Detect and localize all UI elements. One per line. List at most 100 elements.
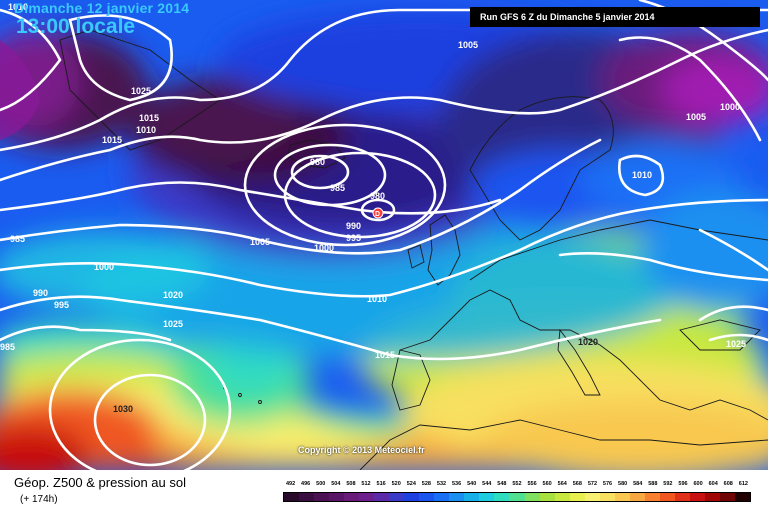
scale-label: 516 xyxy=(376,481,386,487)
scale-swatch xyxy=(419,493,435,501)
scale-swatch xyxy=(719,493,735,501)
forecast-time: 13:00 locale xyxy=(16,15,136,38)
model-run-label: Run GFS 6 Z du Dimanche 5 janvier 2014 xyxy=(470,7,760,27)
isobar-label: 985 xyxy=(10,234,25,244)
scale-swatch xyxy=(509,493,525,501)
isobar-label: 1010 xyxy=(632,170,652,180)
scale-label: 536 xyxy=(451,481,462,487)
scale-swatch xyxy=(689,493,705,501)
scale-swatch xyxy=(674,493,690,501)
scale-swatch xyxy=(524,493,540,501)
isobar-label: 980 xyxy=(370,191,385,201)
map-title: Géop. Z500 & pression au sol xyxy=(14,475,186,490)
isobar-label: 1005 xyxy=(458,40,478,50)
isobar-label: 1000 xyxy=(314,243,334,253)
isobar-label: 1015 xyxy=(139,113,159,123)
isobar-label: 1020 xyxy=(578,337,598,347)
scale-label: 520 xyxy=(391,481,401,487)
scale-swatch xyxy=(449,493,465,501)
isobar-label: 1015 xyxy=(375,350,395,360)
scale-label: 612 xyxy=(738,481,748,487)
copyright-text: Copyright © 2013 Meteociel.fr xyxy=(298,445,425,455)
isobar-label: 1015 xyxy=(102,135,122,145)
scale-swatch xyxy=(614,493,630,501)
isobar-label: 995 xyxy=(54,300,69,310)
isobar-labels: 1010 1025 1015 1010 1015 1005 980 985 98… xyxy=(0,2,746,414)
isobar-label: 1030 xyxy=(113,404,133,414)
scale-swatch xyxy=(329,493,345,501)
scale-label: 524 xyxy=(406,481,416,487)
scale-label: 500 xyxy=(316,481,326,487)
scale-swatch xyxy=(359,493,375,501)
scale-swatch xyxy=(299,493,315,501)
scale-label: 548 xyxy=(497,481,507,487)
scale-swatch xyxy=(494,493,510,501)
scale-label: 592 xyxy=(663,481,673,487)
scale-label: 568 xyxy=(572,481,582,487)
scale-label: 608 xyxy=(723,481,733,487)
map-footer xyxy=(0,470,768,512)
scale-label: 492 xyxy=(285,481,296,487)
scale-swatch xyxy=(284,493,300,501)
scale-swatch xyxy=(404,493,420,501)
isobar-label: 1010 xyxy=(8,2,28,12)
scale-label: 540 xyxy=(467,481,477,487)
weather-map: 1010 1025 1015 1010 1015 1005 980 985 98… xyxy=(0,0,768,470)
scale-label: 544 xyxy=(482,481,492,487)
scale-label: 556 xyxy=(527,481,537,487)
scale-swatch xyxy=(704,493,720,501)
color-scale-labels: 492 496 500 504 508 512 516 520 524 528 532 536 540 5… xyxy=(283,481,751,491)
forecast-lead-time: (+ 174h) xyxy=(20,494,58,505)
color-scale-bar xyxy=(283,492,751,502)
scale-label: 528 xyxy=(421,481,431,487)
isobar-label: 990 xyxy=(33,288,48,298)
forecast-date: Dimanche 12 janvier 2014 xyxy=(14,0,190,16)
isobar-label: 990 xyxy=(346,221,361,231)
isobar-label: 1025 xyxy=(726,339,746,349)
scale-swatch xyxy=(734,493,750,501)
isobar-label: 1025 xyxy=(163,319,183,329)
scale-swatch xyxy=(584,493,600,501)
scale-label: 564 xyxy=(557,481,567,487)
scale-label: 596 xyxy=(678,481,688,487)
scale-label: 512 xyxy=(361,481,371,487)
scale-swatch xyxy=(464,493,480,501)
scale-swatch xyxy=(539,493,555,501)
scale-swatch xyxy=(569,493,585,501)
isobar-label: 985 xyxy=(330,183,345,193)
scale-swatch xyxy=(599,493,615,501)
scale-swatch xyxy=(659,493,675,501)
isobar-label: 980 xyxy=(310,157,325,167)
scale-swatch xyxy=(629,493,645,501)
scale-swatch xyxy=(554,493,570,501)
scale-label: 560 xyxy=(542,481,552,487)
scale-swatch xyxy=(434,493,450,501)
isobar-label: 1010 xyxy=(367,294,387,304)
isobar-label: 1000 xyxy=(720,102,740,112)
isobar-label: 1010 xyxy=(136,125,156,135)
scale-label: 552 xyxy=(512,481,522,487)
scale-label: 532 xyxy=(436,481,447,487)
low-pressure-marker: D xyxy=(372,207,384,219)
isobar-label: 1025 xyxy=(131,86,151,96)
scale-swatch xyxy=(374,493,390,501)
isobar-label: 1000 xyxy=(94,262,114,272)
isobar-label: 1005 xyxy=(250,237,270,247)
scale-label: 604 xyxy=(708,481,718,487)
scale-swatch xyxy=(479,493,495,501)
scale-swatch xyxy=(389,493,405,501)
scale-swatch xyxy=(314,493,330,501)
isobar-label: 985 xyxy=(0,342,15,352)
svg-text:D: D xyxy=(375,211,380,218)
scale-swatch xyxy=(344,493,360,501)
isobars xyxy=(0,0,768,470)
coastlines xyxy=(59,29,768,470)
scale-label: 584 xyxy=(633,481,643,487)
scale-label: 572 xyxy=(587,481,598,487)
scale-label: 588 xyxy=(648,481,658,487)
scale-label: 600 xyxy=(693,481,703,487)
scale-label: 576 xyxy=(602,481,613,487)
scale-label: 504 xyxy=(331,481,341,487)
scale-label: 508 xyxy=(346,481,356,487)
